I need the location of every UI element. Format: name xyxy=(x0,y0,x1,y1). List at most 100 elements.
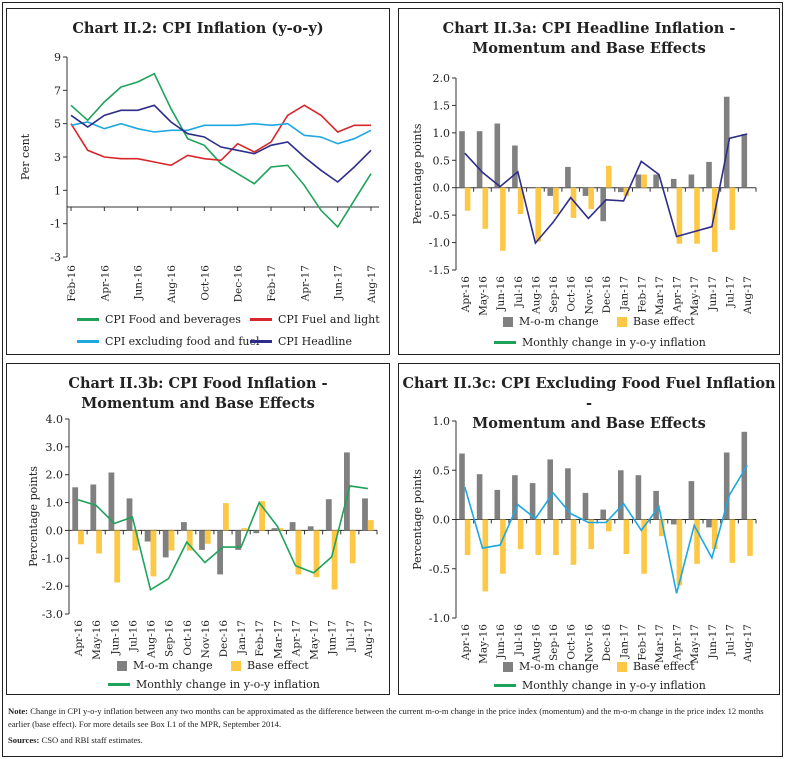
y-tick-label: 4.0 xyxy=(46,413,64,426)
bar-base xyxy=(517,519,524,550)
chart-svg: 9 7 5 3 1 -1 -3 Per cent Feb-16 Apr-16 Jun-16 Aug-1… xyxy=(19,51,379,304)
bar-mom xyxy=(108,472,115,531)
y-axis-label: Per cent xyxy=(19,133,32,180)
legend-item-base: Base effect xyxy=(617,660,695,673)
bar-mom xyxy=(600,187,606,222)
bar-mom xyxy=(289,522,296,531)
bar-mom xyxy=(217,530,223,575)
x-tick-label: Feb-17 xyxy=(636,276,648,313)
x-tick-label: Nov-16 xyxy=(583,276,595,315)
legend-item-base: Base effect xyxy=(617,315,695,328)
legend-item-line: Monthly change in y-o-y inflation xyxy=(494,679,706,692)
legend-label: Monthly change in y-o-y inflation xyxy=(522,336,706,349)
chart-core-momentum-panel: Chart II.3c: CPI Excluding Food Fuel Inf… xyxy=(398,363,780,695)
chart-title: Chart II.3a: CPI Headline Inflation - Mo… xyxy=(399,19,779,59)
y-tick-label: 1.0 xyxy=(46,497,64,510)
bar-mom xyxy=(723,96,730,188)
bar-mom xyxy=(706,161,712,188)
x-tick-label: Apr-16 xyxy=(73,620,85,658)
bar-base xyxy=(694,519,700,564)
y-tick-label: -2.0 xyxy=(42,580,63,593)
bar-base xyxy=(150,530,157,577)
bar-base xyxy=(277,528,284,531)
chart-svg: 4.0 3.0 2.0 1.0 0.0 -1.0 -2.0 -3.0 Percentage po… xyxy=(27,413,378,660)
y-tick-label: 9 xyxy=(54,51,61,64)
y-tick-label: 3.0 xyxy=(46,441,64,454)
bar-mom xyxy=(271,528,278,531)
bar-base xyxy=(641,174,647,188)
x-tick-label: May-17 xyxy=(309,620,321,660)
legend-label: CPI Headline xyxy=(278,335,352,348)
bar-base xyxy=(588,187,594,210)
bar-mom xyxy=(653,174,659,188)
bar-mom xyxy=(90,484,97,531)
legend-line-swatch xyxy=(250,318,272,321)
bar-base xyxy=(186,530,193,551)
bar-base xyxy=(711,519,718,550)
x-tick-label: Aug-16 xyxy=(166,265,178,304)
legend-label: Monthly change in y-o-y inflation xyxy=(136,678,320,691)
bar-mom xyxy=(235,530,242,550)
x-tick-label: Sep-16 xyxy=(548,276,560,313)
chart-title-line: Momentum and Base Effects xyxy=(472,415,706,432)
bar-mom xyxy=(565,166,571,188)
legend-item-mom: M-o-m change xyxy=(117,659,213,672)
series-line-food xyxy=(70,72,372,229)
x-tick-label: Jun-16 xyxy=(109,620,121,656)
x-tick-label: Jun-16 xyxy=(495,276,507,312)
x-tick-label: Aug-17 xyxy=(363,620,375,659)
legend-label: Base effect xyxy=(247,659,309,672)
x-tick-label: Sep-16 xyxy=(548,624,560,661)
x-tick-label: Apr-17 xyxy=(672,624,684,661)
bar-mom xyxy=(72,487,79,531)
bar-base xyxy=(570,187,577,218)
y-tick-label: -3 xyxy=(50,251,61,264)
bar-base xyxy=(114,530,121,583)
bar-base xyxy=(223,503,229,531)
y-tick-label: -1.0 xyxy=(42,552,63,565)
bar-base xyxy=(204,530,211,544)
legend-item-mom: M-o-m change xyxy=(503,315,599,328)
bar-base xyxy=(482,519,489,592)
chart-title: Chart II.2: CPI Inflation (y-o-y) xyxy=(7,19,389,39)
x-tick-label: May-17 xyxy=(689,624,701,664)
bar-mom xyxy=(307,526,314,531)
bar-base xyxy=(96,530,102,554)
y-tick-label: -3.0 xyxy=(42,608,63,621)
x-tick-label: Oct-16 xyxy=(182,620,194,656)
bar-base xyxy=(623,187,630,196)
x-tick-label: Jul-17 xyxy=(725,276,737,308)
bar-base xyxy=(482,187,489,229)
figure-note: Note: Change in CPI y-o-y inflation betw… xyxy=(8,705,776,747)
legend-item-base: Base effect xyxy=(231,659,309,672)
bar-base xyxy=(535,519,541,555)
x-tick-label: Mar-17 xyxy=(654,276,666,315)
bar-mom xyxy=(600,509,606,520)
legend-item-headline: CPI Headline xyxy=(250,335,352,348)
legend-item-mom: M-o-m change xyxy=(503,660,599,673)
y-tick-label: 1 xyxy=(54,184,61,197)
series-line-yoy-change xyxy=(77,485,369,592)
bar-base xyxy=(331,530,338,590)
bar-base xyxy=(676,187,683,244)
chart-title-line: Chart II.3c: CPI Excluding Food Fuel Inf… xyxy=(402,375,776,412)
bar-mom xyxy=(723,452,730,520)
bar-base xyxy=(711,187,718,252)
bar-base xyxy=(132,530,139,551)
bar-base xyxy=(500,519,506,574)
bar-mom xyxy=(582,187,589,196)
series-line-fuel xyxy=(70,104,371,167)
series-line-core xyxy=(70,121,372,145)
note-paragraph: Note: Change in CPI y-o-y inflation betw… xyxy=(8,705,776,731)
sources-text: CSO and RBI staff estimates. xyxy=(39,735,143,745)
y-tick-label: -1.0 xyxy=(429,612,450,625)
x-tick-label: Aug-16 xyxy=(146,620,158,659)
x-tick-label: Jun-17 xyxy=(327,620,339,656)
bar-mom xyxy=(144,530,151,542)
legend-label: M-o-m change xyxy=(133,659,213,672)
y-tick-label: 3 xyxy=(54,151,61,164)
chart-svg: 2.0 1.5 1.0 0.5 0.0 -0.5 -1.0 -1.5 Percentage po… xyxy=(411,72,757,316)
series-line-headline xyxy=(70,104,372,184)
x-tick-label: Jun-17 xyxy=(707,624,719,660)
